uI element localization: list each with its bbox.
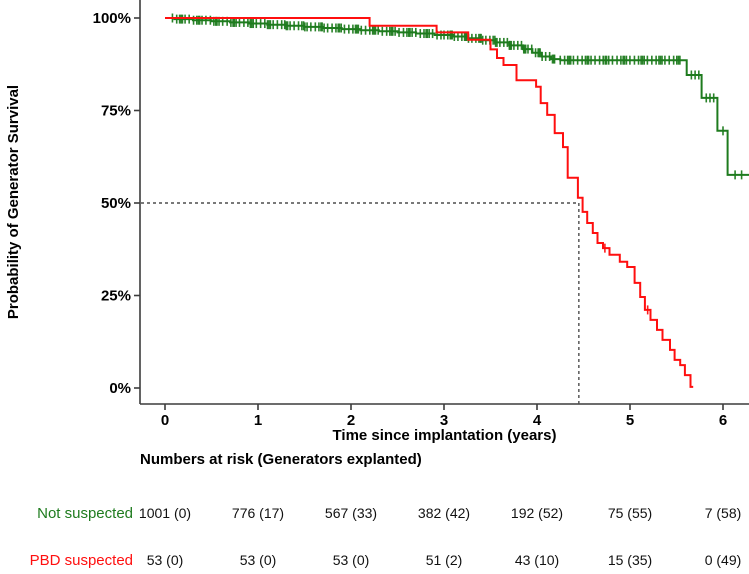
risk-value: 53 (0): [332, 552, 370, 568]
risk-value: 53 (0): [146, 552, 184, 568]
risk-value: 7 (58): [704, 505, 742, 521]
km-plot-canvas: 0 1 2 3 4 5 6 0% 25% 50% 75% 100%: [93, 0, 749, 429]
risk-value: 15 (35): [607, 552, 653, 568]
risk-table-row-not-suspected: Not suspected 1001 (0) 776 (17) 567 (33) 38…: [0, 505, 749, 525]
risk-value: 0 (49): [704, 552, 742, 568]
risk-table-header: Numbers at risk (Generators explanted): [140, 451, 422, 468]
x-tick-label: 0: [161, 412, 169, 429]
x-tick-label: 1: [254, 412, 262, 429]
x-tick-label: 4: [533, 412, 542, 429]
survival-curve-not-suspected: [165, 17, 749, 176]
risk-row-label-pbd-suspected: PBD suspected: [29, 552, 133, 569]
x-tick-label: 3: [440, 412, 448, 429]
risk-value: 192 (52): [510, 505, 564, 521]
risk-row-label-not-suspected: Not suspected: [37, 505, 133, 522]
y-tick-label: 0%: [109, 380, 131, 397]
y-tick-label: 100%: [93, 10, 131, 27]
risk-value: 53 (0): [239, 552, 277, 568]
y-tick-label: 25%: [101, 288, 131, 305]
y-tick-label: 75%: [101, 103, 131, 120]
y-tick-label: 50%: [101, 195, 131, 212]
y-axis-title: Probability of Generator Survival: [5, 84, 22, 320]
x-axis-title: Time since implantation (years): [332, 427, 557, 444]
x-tick-label: 5: [626, 412, 634, 429]
x-tick-label: 6: [719, 412, 727, 429]
risk-value: 51 (2): [425, 552, 463, 568]
survival-curve-pbd-suspected: [165, 17, 694, 388]
risk-table-row-pbd-suspected: PBD suspected 53 (0) 53 (0) 53 (0) 51 (2) 43…: [0, 552, 749, 572]
risk-value: 75 (55): [607, 505, 653, 521]
risk-value: 1001 (0): [138, 505, 192, 521]
risk-value: 382 (42): [417, 505, 471, 521]
risk-value: 776 (17): [231, 505, 285, 521]
x-tick-label: 2: [347, 412, 355, 429]
risk-value: 567 (33): [324, 505, 378, 521]
risk-value: 43 (10): [514, 552, 560, 568]
